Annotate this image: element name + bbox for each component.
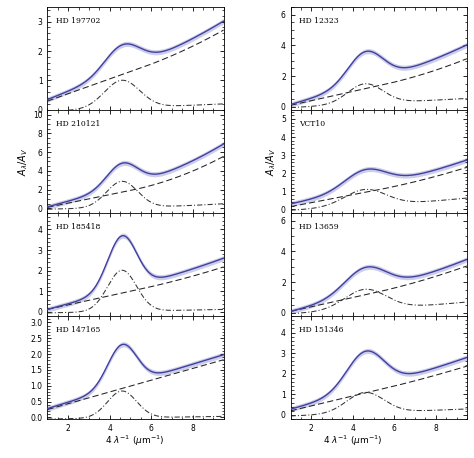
Y-axis label: $A_\lambda/A_V$: $A_\lambda/A_V$: [264, 147, 278, 176]
Text: HD 147165: HD 147165: [56, 327, 100, 334]
Text: HD 12323: HD 12323: [300, 17, 339, 25]
Text: HD 151346: HD 151346: [300, 327, 344, 334]
Text: VCT10: VCT10: [300, 120, 326, 128]
Text: $4\ \lambda^{-1}\ (\mu\mathrm{m}^{-1})$: $4\ \lambda^{-1}\ (\mu\mathrm{m}^{-1})$: [323, 434, 383, 448]
Text: HD 13659: HD 13659: [300, 224, 339, 231]
Text: HD 185418: HD 185418: [56, 224, 100, 231]
Text: $4\ \lambda^{-1}\ (\mu\mathrm{m}^{-1})$: $4\ \lambda^{-1}\ (\mu\mathrm{m}^{-1})$: [105, 434, 165, 448]
Y-axis label: $A_\lambda/A_V$: $A_\lambda/A_V$: [16, 147, 30, 176]
Text: HD 197702: HD 197702: [56, 17, 100, 25]
Text: HD 210121: HD 210121: [56, 120, 100, 128]
